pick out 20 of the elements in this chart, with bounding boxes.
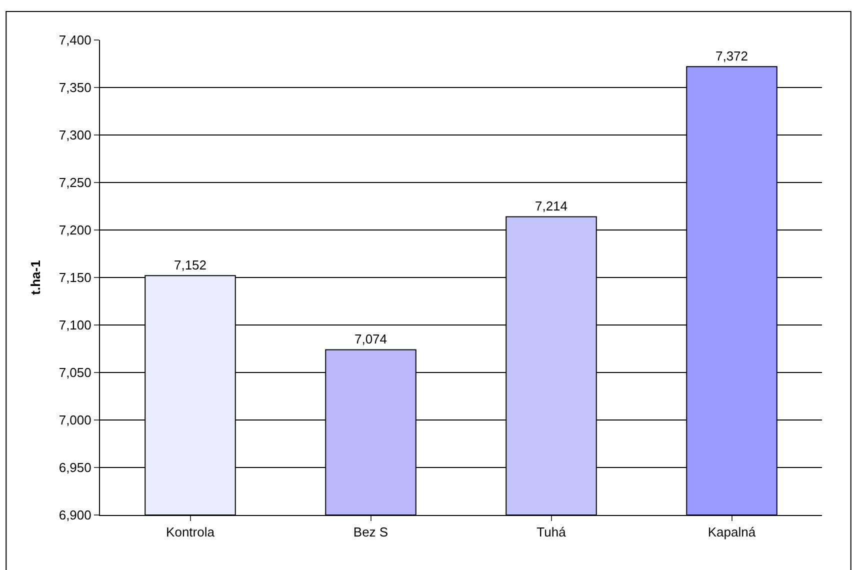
y-tick-label: 7,000 <box>58 412 92 428</box>
y-tick-label: 7,300 <box>58 128 92 143</box>
y-tick-label: 6,950 <box>58 460 92 476</box>
y-axis-title: t.ha-1 <box>28 260 43 295</box>
data-label: 7,152 <box>174 258 207 273</box>
y-tick-label: 7,200 <box>58 222 92 238</box>
y-tick-label: 6,900 <box>58 508 92 523</box>
data-label: 7,372 <box>715 48 748 64</box>
x-tick-label: Bez S <box>353 524 388 540</box>
x-tick-label: Kapalná <box>708 524 756 540</box>
x-tick-label: Tuhá <box>536 524 567 540</box>
y-tick-label: 7,050 <box>58 365 92 380</box>
data-label: 7,214 <box>534 198 568 214</box>
y-tick-label: 7,250 <box>58 175 92 190</box>
y-tick-label: 7,400 <box>58 32 92 48</box>
y-tick-label: 7,150 <box>58 270 92 286</box>
x-tick-label: Kontrola <box>166 524 216 540</box>
y-tick-label: 7,350 <box>58 80 92 96</box>
y-tick-label: 7,100 <box>58 318 92 333</box>
data-label: 7,074 <box>354 332 388 347</box>
